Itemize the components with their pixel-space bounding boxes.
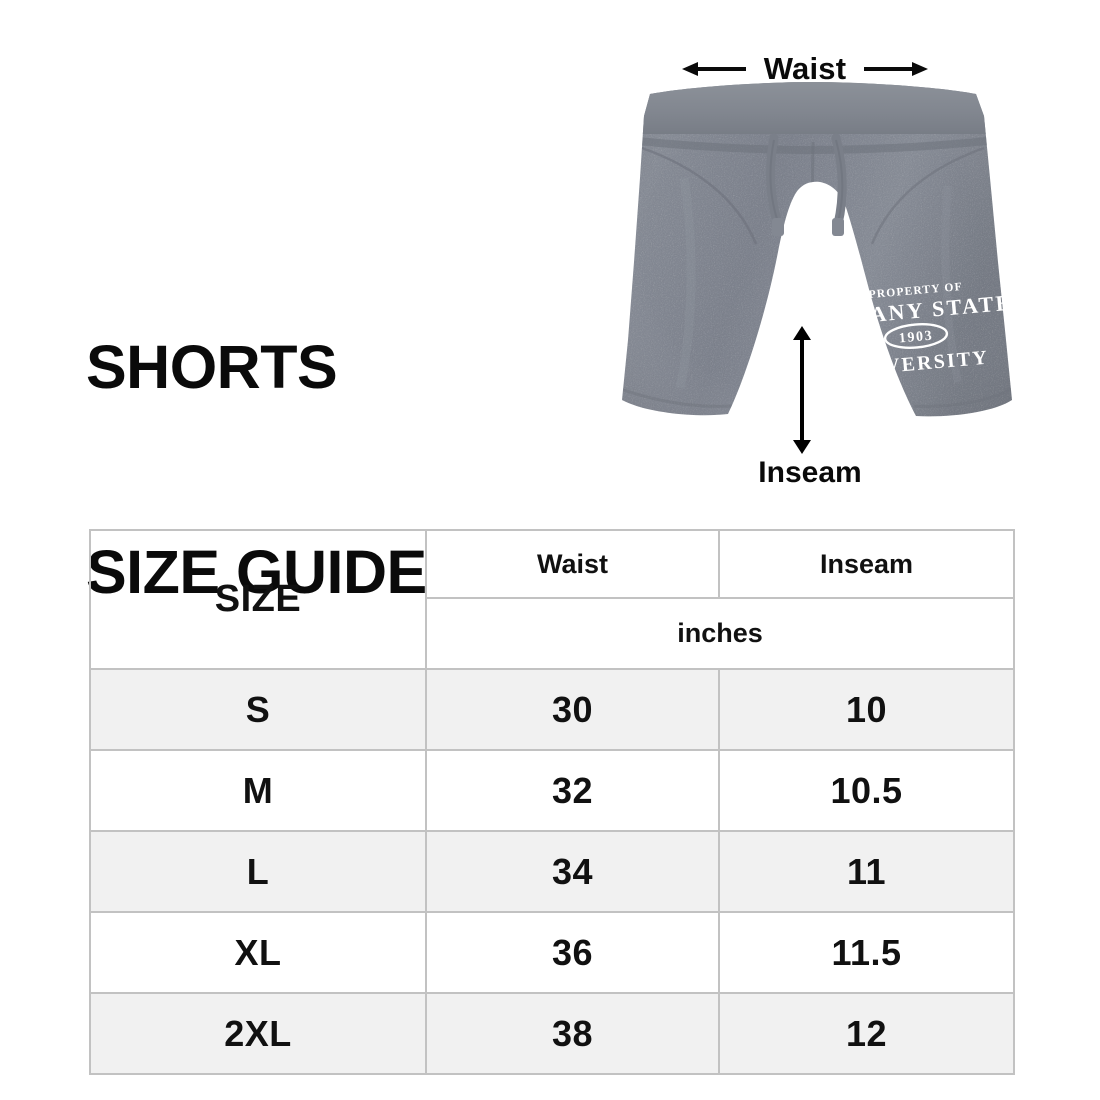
cell-waist: 38 [425, 992, 720, 1075]
table-row: M 32 10.5 [89, 749, 1015, 832]
table-row: XL 36 11.5 [89, 911, 1015, 994]
cell-waist: 34 [425, 830, 720, 913]
table-header-row-2: inches [90, 597, 1015, 670]
product-figure: Waist [580, 30, 1040, 510]
cell-size: S [89, 668, 427, 751]
cell-waist: 36 [425, 911, 720, 994]
cell-size: L [89, 830, 427, 913]
shorts-image: PROPERTY OF ALBANY STATE 1903 UNIVERSITY [598, 82, 1028, 458]
cell-waist: 30 [425, 668, 720, 751]
cell-inseam: 11 [718, 830, 1015, 913]
waist-label: Waist [763, 51, 847, 86]
table-header-row-1: SIZE Waist Inseam [89, 529, 1015, 670]
header-inseam: Inseam [718, 529, 1015, 599]
arrow-up-down-icon [790, 326, 814, 454]
cell-inseam: 10.5 [718, 749, 1015, 832]
table-row: L 34 11 [89, 830, 1015, 913]
inseam-label: Inseam [758, 456, 862, 489]
table-row: 2XL 38 12 [89, 992, 1015, 1075]
header-waist: Waist [425, 529, 720, 599]
cell-size: XL [89, 911, 427, 994]
waist-measurement-caption: Waist [655, 45, 955, 93]
cell-waist: 32 [425, 749, 720, 832]
page-title-line-1: SHORTS [86, 332, 338, 401]
cell-size: M [89, 749, 427, 832]
arrow-left-icon [681, 60, 746, 78]
svg-text:1903: 1903 [898, 329, 934, 347]
header-units: inches [425, 597, 1015, 670]
cell-inseam: 12 [718, 992, 1015, 1075]
size-chart-table: SIZE Waist Inseam inches S 30 10 M 32 10… [89, 529, 1015, 1075]
arrow-right-icon [864, 60, 929, 78]
cell-size: 2XL [89, 992, 427, 1075]
table-row: S 30 10 [89, 668, 1015, 751]
cell-inseam: 11.5 [718, 911, 1015, 994]
header-size: SIZE [89, 529, 427, 670]
cell-inseam: 10 [718, 668, 1015, 751]
